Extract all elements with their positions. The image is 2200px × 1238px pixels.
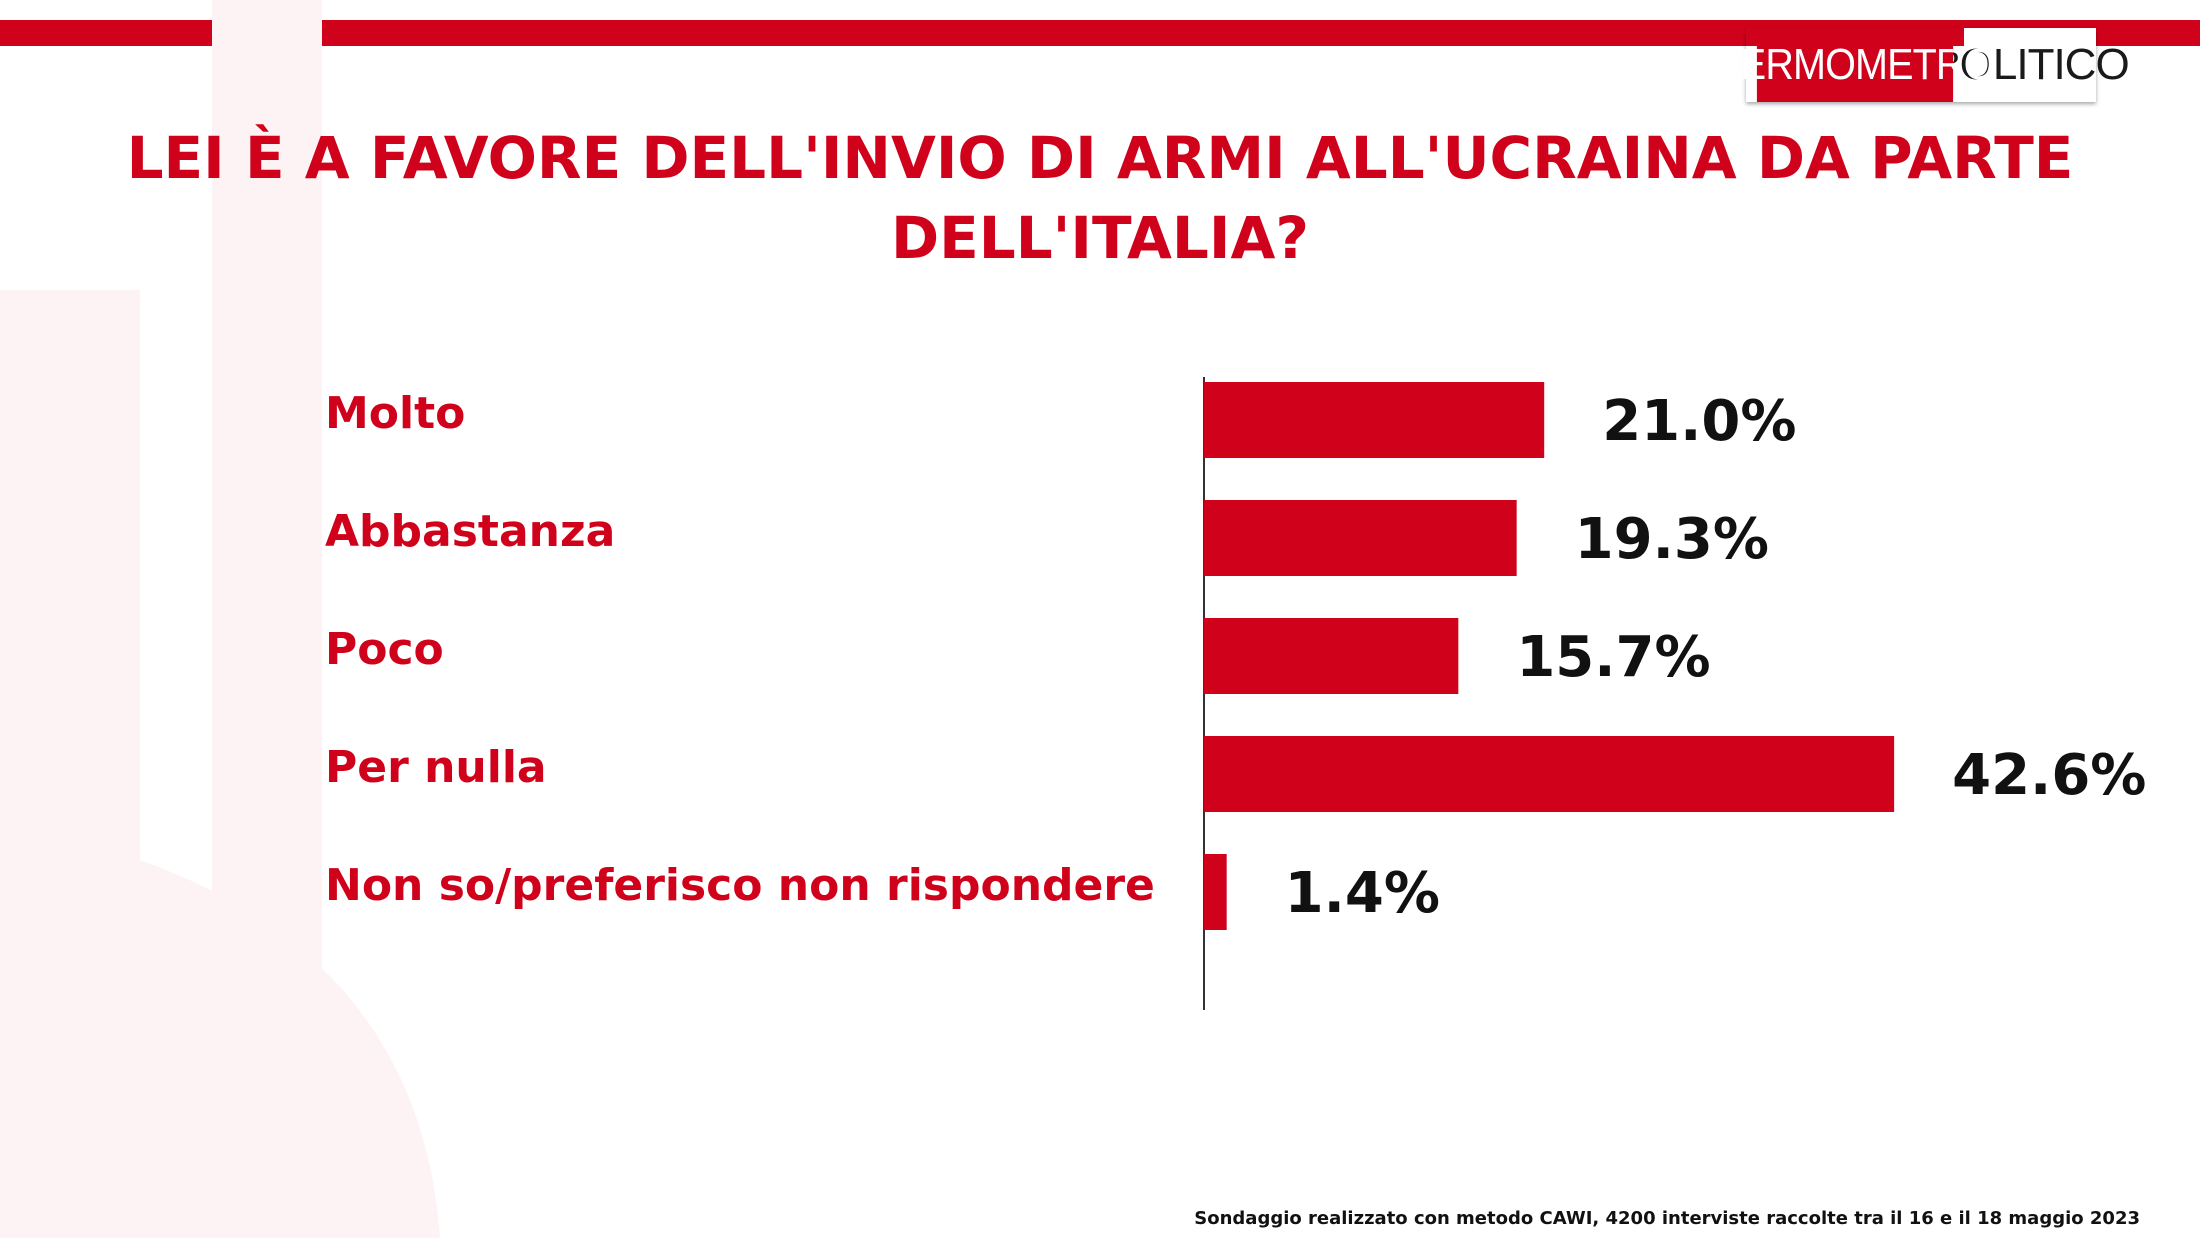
chart-title: LEI È A FAVORE DELL'INVIO DI ARMI ALL'UC… <box>126 124 2074 272</box>
category-label-1: Abbastanza <box>325 506 615 557</box>
bars-group <box>1204 382 1895 930</box>
value-label-0: 21.0% <box>1602 389 1796 454</box>
footnote: Sondaggio realizzato con metodo CAWI, 42… <box>1194 1208 2140 1229</box>
category-label-0: Molto <box>325 388 465 439</box>
bar-4 <box>1204 854 1227 930</box>
value-label-3: 42.6% <box>1952 743 2146 808</box>
logo-left-text: TERMOMETRO <box>1717 28 1994 102</box>
value-label-2: 15.7% <box>1516 625 1710 690</box>
bar-0 <box>1204 382 1545 458</box>
bar-3 <box>1204 736 1895 812</box>
category-label-4: Non so/preferisco non rispondere <box>325 860 1155 911</box>
category-label-2: Poco <box>325 624 444 675</box>
value-label-4: 1.4% <box>1285 861 1440 926</box>
category-labels-group: Molto Abbastanza Poco Per nulla Non so/prefe… <box>325 388 1155 911</box>
bar-2 <box>1204 618 1459 694</box>
bar-1 <box>1204 500 1517 576</box>
value-labels-group: 21.0% 19.3% 15.7% 42.6% 1.4% <box>1285 389 2147 926</box>
category-label-3: Per nulla <box>325 742 547 793</box>
value-label-1: 19.3% <box>1575 507 1769 572</box>
